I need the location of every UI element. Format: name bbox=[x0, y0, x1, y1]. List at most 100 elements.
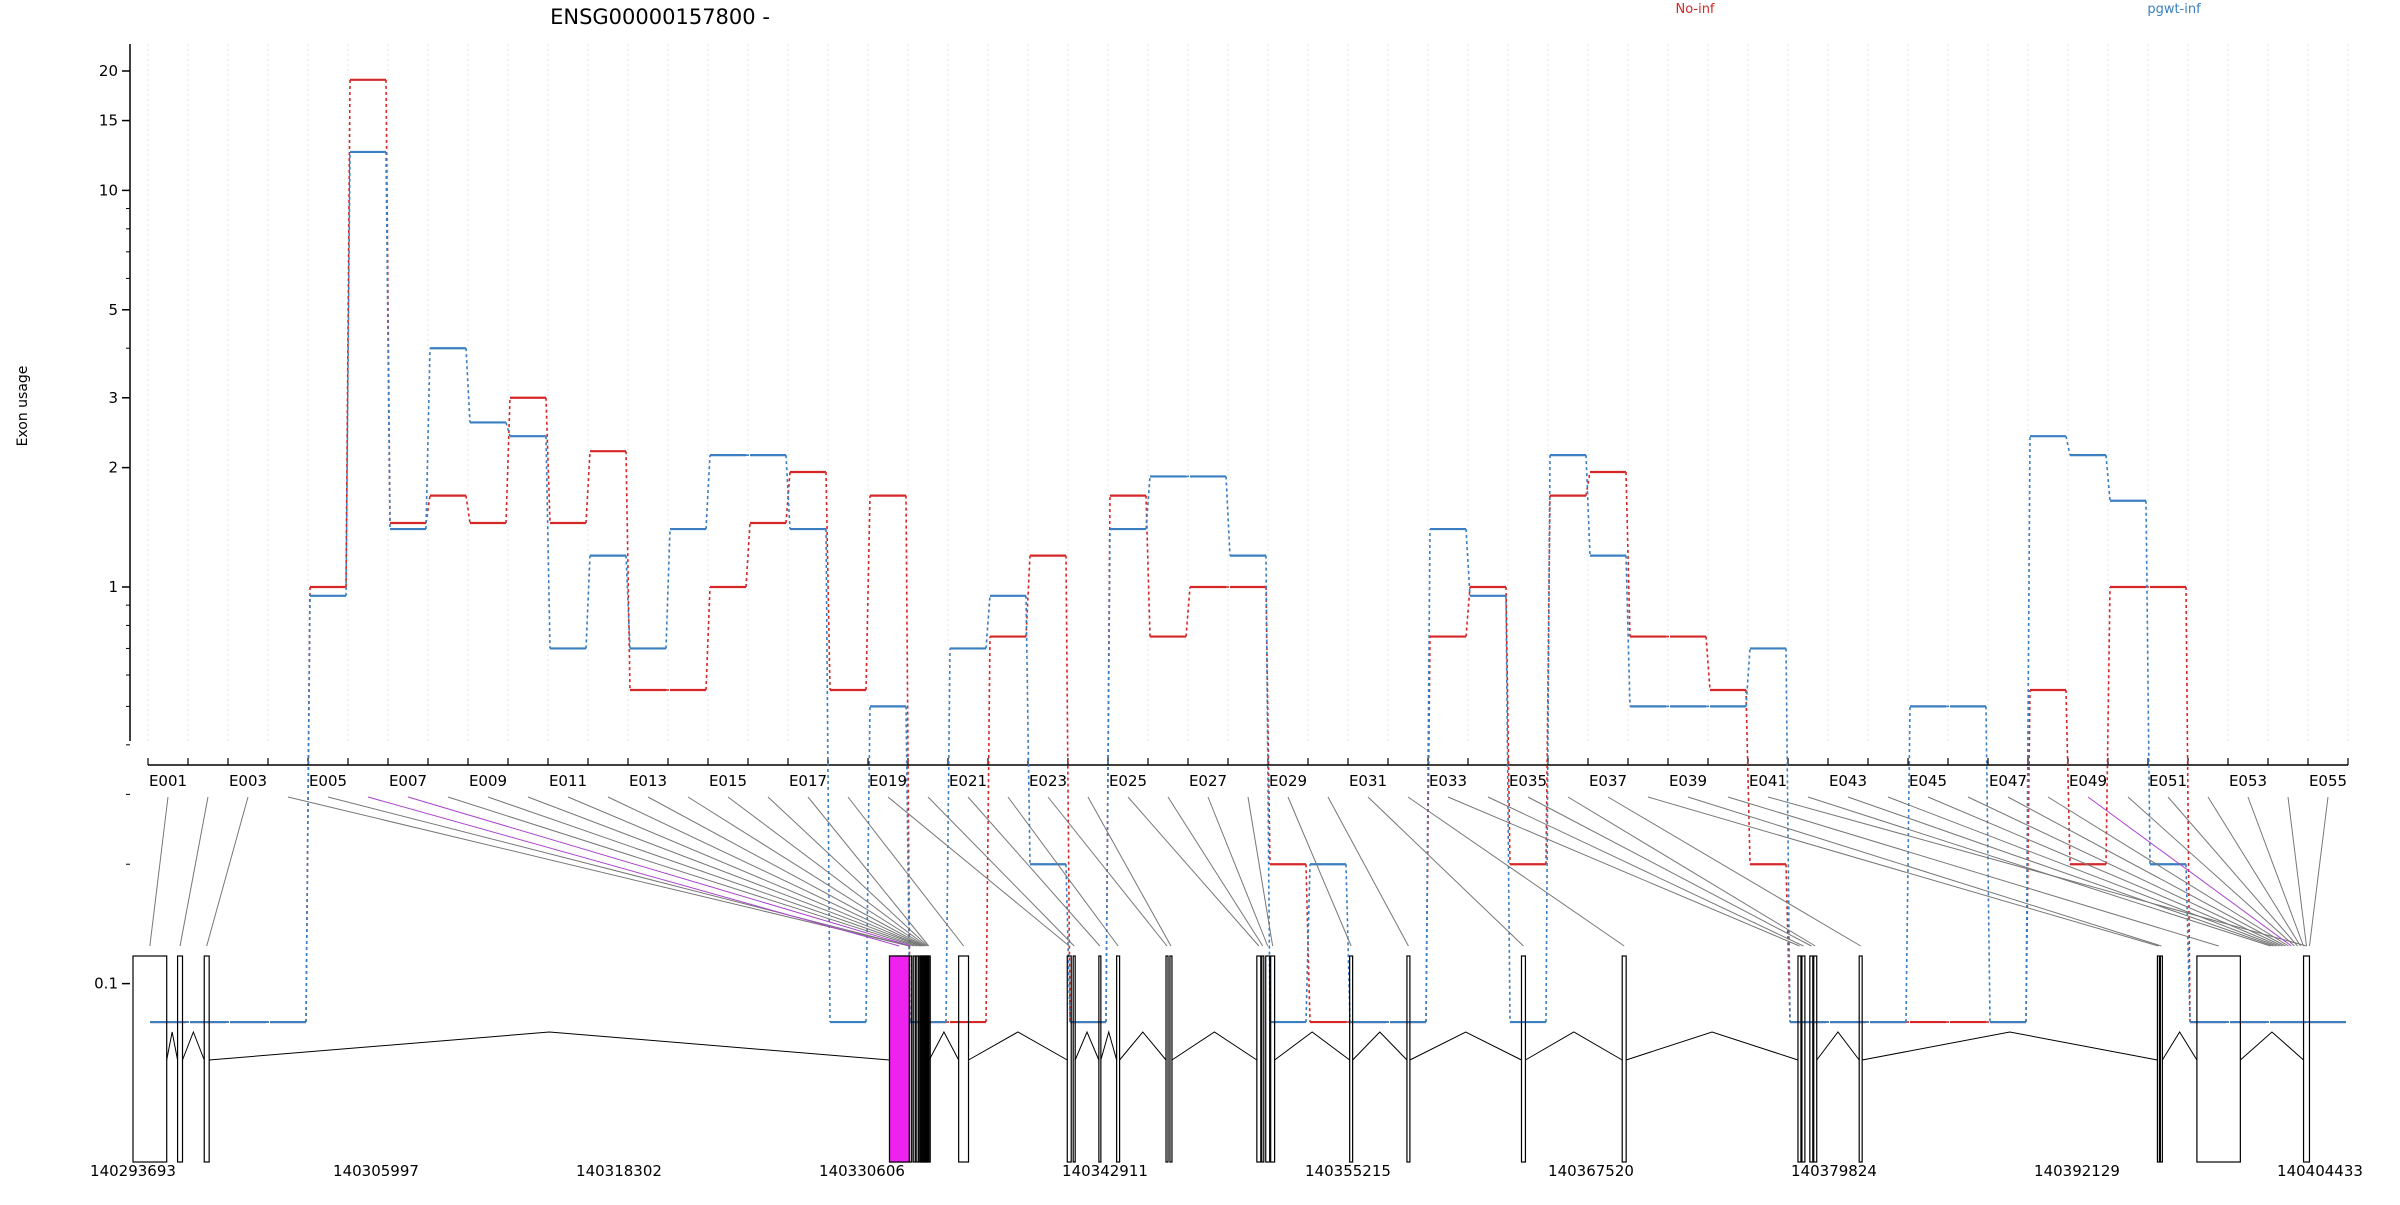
exon-connector bbox=[2308, 796, 2329, 947]
usage-connector bbox=[345, 151, 351, 596]
genomic-position-label: 140379824 bbox=[1791, 1162, 1877, 1180]
intron-line bbox=[2240, 1031, 2304, 1061]
exon-connector bbox=[1887, 796, 2277, 947]
exon-connector bbox=[1407, 796, 1625, 947]
intron-line bbox=[209, 1031, 890, 1061]
usage-connector bbox=[785, 455, 791, 530]
y-tick-label: 0.1 bbox=[94, 975, 118, 993]
intron-line bbox=[1816, 1031, 1860, 1061]
gene-exon-box bbox=[1858, 955, 1863, 1163]
usage-connector bbox=[1105, 529, 1111, 1023]
exon-label: E047 bbox=[1989, 772, 2027, 790]
usage-connector bbox=[425, 495, 431, 524]
genomic-position-label: 140305997 bbox=[333, 1162, 419, 1180]
exon-connector bbox=[2167, 796, 2298, 947]
usage-connector bbox=[1585, 471, 1591, 496]
gene-exon-box bbox=[2302, 955, 2311, 1163]
series-layer bbox=[150, 78, 2346, 1024]
y-tick-label: 3 bbox=[108, 389, 118, 407]
highlighted-exon-box bbox=[888, 955, 910, 1163]
exon-connector bbox=[527, 796, 920, 947]
genomic-position-label: 140392129 bbox=[2034, 1162, 2120, 1180]
gene-exon-box bbox=[1797, 955, 1802, 1163]
exon-connector bbox=[967, 796, 1101, 947]
intron-line bbox=[928, 1030, 960, 1061]
exon-label: E009 bbox=[469, 772, 507, 790]
usage-connector bbox=[985, 636, 991, 1023]
usage-connector bbox=[1145, 476, 1151, 530]
usage-connector bbox=[2025, 436, 2031, 1023]
usage-connector bbox=[665, 529, 671, 649]
usage-connector bbox=[545, 436, 551, 649]
intron-line bbox=[2161, 1031, 2198, 1061]
exon-connector bbox=[887, 796, 1070, 947]
exon-label: E007 bbox=[389, 772, 427, 790]
exon-connector bbox=[1207, 796, 1269, 947]
exon-connector bbox=[1327, 796, 1409, 947]
exon-connector bbox=[1687, 796, 2162, 947]
legend-pgwt-inf: pgwt-inf bbox=[2147, 2, 2201, 17]
exon-connector bbox=[2127, 796, 2295, 947]
usage-connector bbox=[1625, 555, 1631, 707]
axes-layer: 0.1 1 2 3 5 10 15 20 E001 E003 E005 E007 E009 E011 E01… bbox=[94, 44, 2349, 993]
exon-connector bbox=[1047, 796, 1168, 947]
exon-connector bbox=[727, 796, 927, 947]
gene-exon-box bbox=[1261, 955, 1265, 1163]
exon-connector bbox=[1607, 796, 1861, 947]
exon-connector bbox=[287, 796, 910, 947]
usage-connector bbox=[545, 397, 551, 524]
usage-connector bbox=[1505, 586, 1511, 865]
exon-connector bbox=[1527, 796, 1812, 947]
usage-connector bbox=[825, 471, 831, 690]
usage-connector bbox=[1545, 455, 1551, 1023]
exon-label: E055 bbox=[2309, 772, 2347, 790]
exon-connector bbox=[567, 796, 922, 947]
usage-connector bbox=[1305, 864, 1311, 1023]
usage-connector bbox=[705, 455, 711, 530]
usage-connector bbox=[1985, 706, 1991, 1023]
exon-label: E023 bbox=[1029, 772, 1067, 790]
exon-connector bbox=[1447, 796, 1800, 947]
gene-exon-box bbox=[1256, 955, 1262, 1163]
exon-label: E003 bbox=[229, 772, 267, 790]
exon-connector bbox=[1287, 796, 1352, 947]
intron-line bbox=[1074, 1030, 1100, 1061]
exon-connector bbox=[2047, 796, 2289, 947]
exon-connector bbox=[1767, 796, 2307, 947]
intron-line bbox=[968, 1031, 1068, 1061]
exon-label: E011 bbox=[549, 772, 587, 790]
usage-connector bbox=[2185, 586, 2191, 1023]
usage-connector bbox=[1785, 864, 1791, 1023]
connector-layer bbox=[149, 796, 2329, 947]
exon-connector bbox=[1967, 796, 2283, 947]
usage-connector bbox=[1585, 455, 1591, 556]
exon-label: E031 bbox=[1349, 772, 1387, 790]
exon-connector bbox=[1727, 796, 2219, 947]
exon-label: E043 bbox=[1829, 772, 1867, 790]
exon-connector bbox=[807, 796, 930, 947]
exon-connector bbox=[367, 796, 900, 947]
exon-connector bbox=[1567, 796, 1816, 947]
usage-connector bbox=[985, 595, 991, 649]
exon-label: E053 bbox=[2229, 772, 2267, 790]
exon-connector bbox=[1487, 796, 1804, 947]
exon-connector bbox=[2287, 796, 2307, 947]
genomic-position-label: 140355215 bbox=[1305, 1162, 1391, 1180]
usage-connector bbox=[1505, 595, 1511, 1023]
usage-connector bbox=[905, 706, 911, 1023]
usage-connector bbox=[1905, 706, 1911, 1023]
usage-connector bbox=[865, 706, 871, 1023]
exon-label: E021 bbox=[949, 772, 987, 790]
usage-connector bbox=[425, 348, 431, 530]
gene-exon-box bbox=[1072, 955, 1076, 1163]
intron-line bbox=[1525, 1031, 1623, 1061]
gene-exon-box bbox=[176, 955, 184, 1163]
gene-model-layer: 140293693 140305997 140318302 140330606 1403… bbox=[90, 955, 2363, 1180]
usage-connector bbox=[1425, 529, 1431, 1023]
gene-exon-box bbox=[1116, 955, 1121, 1163]
usage-connector bbox=[945, 648, 951, 1023]
usage-connector bbox=[705, 586, 711, 691]
usage-connector bbox=[1065, 864, 1071, 1023]
y-tick-label: 5 bbox=[108, 301, 118, 319]
